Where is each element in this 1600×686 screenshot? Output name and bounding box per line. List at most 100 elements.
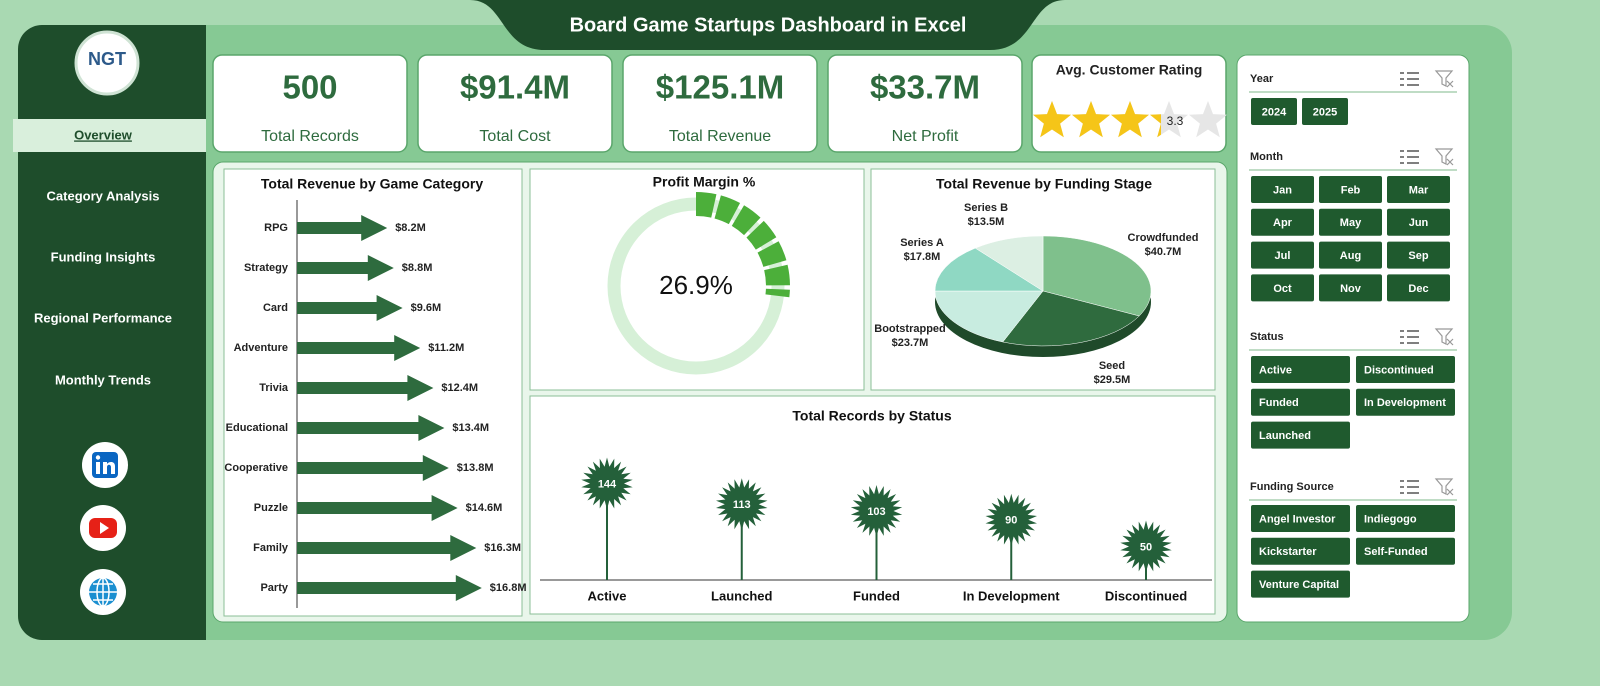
slicer-button[interactable]: [1387, 176, 1450, 203]
slicer-button[interactable]: [1387, 241, 1450, 269]
burst-marker: [1120, 520, 1172, 573]
multiselect-icon[interactable]: [1400, 480, 1419, 494]
slicer-item[interactable]: Apr: [1273, 217, 1293, 229]
slicer-item[interactable]: Jan: [1273, 184, 1292, 196]
slicer-item[interactable]: Dec: [1408, 283, 1428, 295]
slicer-item[interactable]: Indiegogo: [1364, 513, 1417, 525]
value-label: $8.8M: [402, 262, 433, 274]
kpi-card: [417, 54, 613, 153]
slicer-item[interactable]: Venture Capital: [1259, 579, 1339, 591]
multiselect-icon[interactable]: [1400, 330, 1419, 344]
title-tab: [470, 0, 1065, 50]
bar-arrow: [297, 455, 449, 481]
slicer-button[interactable]: [1319, 176, 1382, 203]
nav-item[interactable]: Overview: [74, 127, 133, 142]
kpi-label: Total Revenue: [669, 128, 771, 145]
slicer-button[interactable]: [1319, 208, 1382, 236]
chart-title: Total Revenue by Funding Stage: [936, 176, 1152, 192]
category-label: Family: [253, 542, 289, 554]
slicer-item[interactable]: Self-Funded: [1364, 546, 1428, 558]
linkedin-glyph: [96, 462, 100, 474]
nav-active: [13, 119, 206, 152]
slicer-button[interactable]: [1251, 274, 1314, 302]
slicer-item[interactable]: Mar: [1409, 184, 1429, 196]
slicer-item[interactable]: Angel Investor: [1259, 513, 1336, 525]
slicer-button[interactable]: [1356, 537, 1455, 565]
chart-title: Total Revenue by Game Category: [261, 176, 483, 192]
multiselect-icon[interactable]: [1400, 72, 1419, 86]
slicer-item[interactable]: Discontinued: [1364, 364, 1434, 376]
category-label: Adventure: [234, 342, 288, 354]
nav-item[interactable]: Regional Performance: [34, 310, 172, 325]
slicer-item[interactable]: Sep: [1408, 250, 1428, 262]
category-label: Cooperative: [224, 462, 288, 474]
clear-filter-icon[interactable]: [1434, 148, 1454, 166]
nav-item[interactable]: Funding Insights: [51, 249, 156, 264]
clear-filter-icon[interactable]: [1434, 328, 1454, 346]
slice-category: Crowdfunded: [1128, 232, 1199, 244]
slicer-button[interactable]: [1319, 274, 1382, 302]
nav-item[interactable]: Category Analysis: [47, 188, 160, 203]
burst-marker: [985, 493, 1037, 546]
multiselect-icon[interactable]: [1400, 150, 1419, 164]
sidebar-edge: [150, 25, 206, 640]
slicer-item[interactable]: Launched: [1259, 430, 1311, 442]
nav-item[interactable]: Monthly Trends: [55, 372, 151, 387]
slicer-button[interactable]: [1302, 98, 1348, 125]
slice-category: Series B: [964, 202, 1008, 214]
slicer-button[interactable]: [1387, 274, 1450, 302]
bar-arrow: [297, 255, 394, 281]
slicer-item[interactable]: Kickstarter: [1259, 546, 1317, 558]
clear-filter-icon[interactable]: [1434, 478, 1454, 496]
slicer-item[interactable]: 2025: [1313, 106, 1337, 118]
slicer-button[interactable]: [1251, 388, 1350, 416]
slicer-item[interactable]: In Development: [1364, 397, 1446, 409]
rating-value: 3.3: [1167, 114, 1184, 128]
slicer-item[interactable]: May: [1340, 217, 1362, 229]
slicer-item[interactable]: Jun: [1409, 217, 1429, 229]
slicer-button[interactable]: [1356, 356, 1455, 383]
slicer-button[interactable]: [1251, 356, 1350, 383]
slicer-item[interactable]: Active: [1259, 364, 1292, 376]
slicer-title: Funding Source: [1250, 481, 1334, 493]
slicer-button[interactable]: [1387, 208, 1450, 236]
clear-filter-icon[interactable]: [1434, 70, 1454, 88]
slicer-button[interactable]: [1251, 176, 1314, 203]
globe-lines: [96, 577, 110, 607]
social-icons: [80, 442, 128, 615]
marker-label: 50: [1140, 541, 1152, 553]
slicer-button[interactable]: [1251, 570, 1350, 598]
slicer-item[interactable]: 2024: [1262, 106, 1287, 118]
slicer-item[interactable]: Funded: [1259, 397, 1299, 409]
slice-value: $23.7M: [892, 337, 929, 349]
kpi-value: $91.4M: [460, 69, 570, 106]
slicer-item[interactable]: Aug: [1340, 250, 1361, 262]
category-label: Funded: [853, 588, 900, 603]
marker-label: 90: [1005, 515, 1017, 527]
slicer-button[interactable]: [1251, 98, 1297, 125]
slicer-button[interactable]: [1251, 537, 1350, 565]
chart-title: Profit Margin %: [653, 174, 756, 190]
slicer-button[interactable]: [1319, 241, 1382, 269]
star-filled: [1150, 114, 1161, 138]
slicer-item[interactable]: Nov: [1340, 283, 1362, 295]
slicer-item[interactable]: Oct: [1273, 283, 1292, 295]
slicer-item[interactable]: Feb: [1341, 184, 1361, 196]
kpi-label: Total Cost: [479, 128, 551, 145]
pie-slice: [934, 290, 1044, 343]
star-filled: [1072, 101, 1110, 138]
slicer-item[interactable]: Jul: [1275, 250, 1291, 262]
slicer-button[interactable]: [1251, 505, 1350, 532]
pie-slice: [934, 247, 1044, 292]
slicer-button[interactable]: [1251, 208, 1314, 236]
slicer-button[interactable]: [1356, 388, 1455, 416]
slicer-button[interactable]: [1251, 421, 1350, 449]
category-label: Party: [260, 582, 288, 594]
slicer-button[interactable]: [1251, 241, 1314, 269]
kpi-card: [622, 54, 818, 153]
category-label: Puzzle: [254, 502, 288, 514]
value-label: $12.4M: [441, 382, 478, 394]
bar-arrow: [297, 495, 458, 521]
slicer-button[interactable]: [1356, 505, 1455, 532]
category-label: Trivia: [259, 382, 289, 394]
